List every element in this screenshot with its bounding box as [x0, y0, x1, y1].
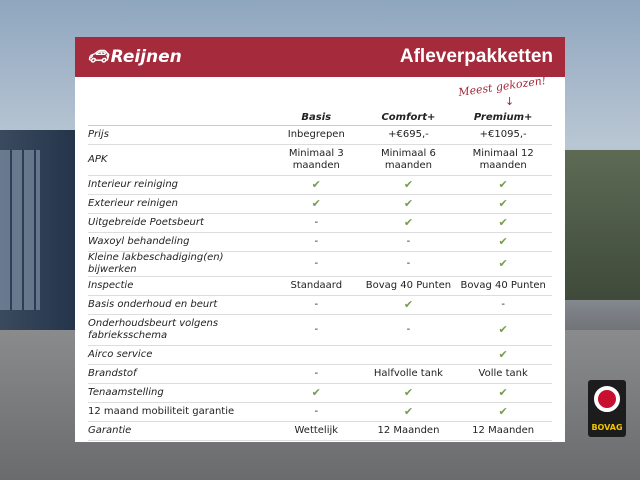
card-header: 🚗︎ Reijnen Afleverpakketten [75, 37, 565, 77]
check-icon: ✔ [270, 175, 363, 195]
cell-value: 12 Maanden [454, 421, 552, 441]
table-row: Inspectie Standaard Bovag 40 Punten Bovag 4… [88, 276, 552, 296]
table-row: Airco service ✔ [88, 345, 552, 365]
cell-value: Minimaal 6 maanden [362, 144, 455, 176]
cell-value: +€695,- [362, 125, 455, 145]
table-row: Garantie Wettelijk 12 Maanden 12 Maanden [88, 421, 552, 441]
table-row: Waxoyl behandeling - - ✔ [88, 232, 552, 252]
cell-value: Minimaal 3 maanden [270, 144, 363, 176]
row-label: Basis onderhoud en beurt [88, 295, 270, 315]
check-icon: ✔ [454, 251, 552, 277]
check-icon: ✔ [362, 175, 455, 195]
check-icon: ✔ [362, 194, 455, 214]
logo-text: Reijnen [110, 47, 182, 67]
cell-value: Bovag 40 Punten [362, 276, 455, 296]
cell-value: - [362, 232, 455, 252]
row-label: Onderhoudsbeurt volgens fabrieksschema [88, 314, 270, 346]
check-icon: ✔ [454, 383, 552, 403]
most-chosen-note: Meest gekozen! [457, 73, 547, 100]
table-row: Kleine lakbeschadiging(en) bijwerken - - ✔ [88, 251, 552, 277]
cell-value: - [270, 213, 363, 233]
row-label: Interieur reiniging [88, 175, 270, 195]
table-row: Tenaamstelling ✔ ✔ ✔ [88, 383, 552, 403]
cell-value [270, 345, 363, 365]
check-icon: ✔ [362, 213, 455, 233]
table-row: Exterieur reinigen ✔ ✔ ✔ [88, 194, 552, 214]
check-icon: ✔ [454, 175, 552, 195]
table-row: Onderhoudsbeurt volgens fabrieksschema - -… [88, 314, 552, 346]
packages-card: 🚗︎ Reijnen Afleverpakketten Meest gekozen… [75, 37, 565, 442]
cell-value: Bovag 40 Punten [454, 276, 552, 296]
arrow-down-icon: ↓ [505, 95, 515, 108]
check-icon: ✔ [362, 383, 455, 403]
cell-value: - [270, 402, 363, 422]
table-row: Interieur reiniging ✔ ✔ ✔ [88, 175, 552, 195]
row-label: Airco service [88, 345, 270, 365]
cell-value: Halfvolle tank [362, 364, 455, 384]
cell-value: - [270, 364, 363, 384]
background-trees [565, 150, 640, 300]
cell-value: - [362, 251, 455, 277]
bovag-text: BOVAG [591, 423, 623, 432]
cell-value: +€1095,- [454, 125, 552, 145]
table-row: APK Minimaal 3 maanden Minimaal 6 maanden M… [88, 144, 552, 176]
row-label: Brandstof [88, 364, 270, 384]
table-row: 12 maand mobiliteit garantie - ✔ ✔ [88, 402, 552, 422]
page-title: Afleverpakketten [399, 46, 553, 67]
cell-value: - [270, 295, 363, 315]
cell-value: - [270, 251, 363, 277]
row-label: APK [88, 144, 270, 176]
check-icon: ✔ [454, 345, 552, 365]
row-label: Waxoyl behandeling [88, 232, 270, 252]
cell-value: - [362, 314, 455, 346]
background-building [0, 130, 75, 330]
row-label: Prijs [88, 125, 270, 145]
cell-value: 12 Maanden [362, 421, 455, 441]
cell-value [362, 345, 455, 365]
cell-value: - [454, 295, 552, 315]
check-icon: ✔ [362, 295, 455, 315]
row-label: Garantie [88, 421, 270, 441]
column-comfort: Comfort+ [362, 107, 455, 126]
row-label: Kleine lakbeschadiging(en) bijwerken [88, 251, 270, 277]
check-icon: ✔ [270, 194, 363, 214]
bovag-logo: BOVAG [588, 380, 626, 437]
cell-value: - [270, 232, 363, 252]
check-icon: ✔ [362, 402, 455, 422]
column-basis: Basis [270, 107, 363, 126]
cell-value: Volle tank [454, 364, 552, 384]
header-empty [88, 107, 270, 126]
cell-value: Wettelijk [270, 421, 363, 441]
cell-value: Minimaal 12 maanden [454, 144, 552, 176]
row-label: 12 maand mobiliteit garantie [88, 402, 270, 422]
check-icon: ✔ [270, 383, 363, 403]
table-row: Prijs Inbegrepen +€695,- +€1095,- [88, 125, 552, 145]
table-row: Brandstof - Halfvolle tank Volle tank [88, 364, 552, 384]
row-label: Inspectie [88, 276, 270, 296]
row-label: Tenaamstelling [88, 383, 270, 403]
packages-table: Basis Comfort+ Premium+ Prijs Inbegrepen +… [88, 107, 552, 441]
table-row: Uitgebreide Poetsbeurt - ✔ ✔ [88, 213, 552, 233]
check-icon: ✔ [454, 213, 552, 233]
cell-value: Standaard [270, 276, 363, 296]
row-label: Exterieur reinigen [88, 194, 270, 214]
check-icon: ✔ [454, 232, 552, 252]
check-icon: ✔ [454, 194, 552, 214]
cell-value: - [270, 314, 363, 346]
check-icon: ✔ [454, 402, 552, 422]
table-row: Basis onderhoud en beurt - ✔ - [88, 295, 552, 315]
row-label: Uitgebreide Poetsbeurt [88, 213, 270, 233]
check-icon: ✔ [454, 314, 552, 346]
column-premium: Premium+ [454, 107, 552, 126]
table-header-row: Basis Comfort+ Premium+ [88, 107, 552, 126]
cell-value: Inbegrepen [270, 125, 363, 145]
car-icon: 🚗︎ [87, 47, 109, 67]
reijnen-logo: 🚗︎ Reijnen [87, 47, 182, 67]
